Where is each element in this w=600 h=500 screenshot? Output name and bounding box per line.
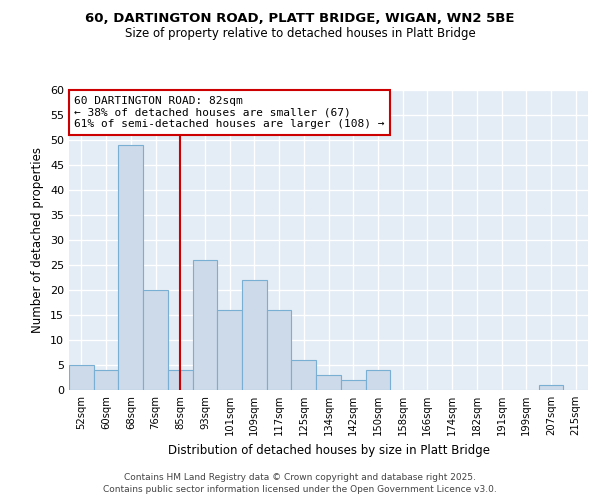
Bar xyxy=(242,280,267,390)
Bar xyxy=(69,365,94,390)
Bar xyxy=(143,290,168,390)
Text: 60 DARTINGTON ROAD: 82sqm
← 38% of detached houses are smaller (67)
61% of semi-: 60 DARTINGTON ROAD: 82sqm ← 38% of detac… xyxy=(74,96,385,129)
Text: Contains public sector information licensed under the Open Government Licence v3: Contains public sector information licen… xyxy=(103,485,497,494)
Bar xyxy=(267,310,292,390)
Text: 60, DARTINGTON ROAD, PLATT BRIDGE, WIGAN, WN2 5BE: 60, DARTINGTON ROAD, PLATT BRIDGE, WIGAN… xyxy=(85,12,515,26)
Bar xyxy=(316,375,341,390)
X-axis label: Distribution of detached houses by size in Platt Bridge: Distribution of detached houses by size … xyxy=(167,444,490,456)
Bar xyxy=(365,370,390,390)
Bar xyxy=(341,380,365,390)
Text: Contains HM Land Registry data © Crown copyright and database right 2025.: Contains HM Land Registry data © Crown c… xyxy=(124,472,476,482)
Bar xyxy=(292,360,316,390)
Bar xyxy=(217,310,242,390)
Bar xyxy=(94,370,118,390)
Bar xyxy=(168,370,193,390)
Bar xyxy=(118,145,143,390)
Bar xyxy=(193,260,217,390)
Bar xyxy=(539,385,563,390)
Y-axis label: Number of detached properties: Number of detached properties xyxy=(31,147,44,333)
Text: Size of property relative to detached houses in Platt Bridge: Size of property relative to detached ho… xyxy=(125,28,475,40)
